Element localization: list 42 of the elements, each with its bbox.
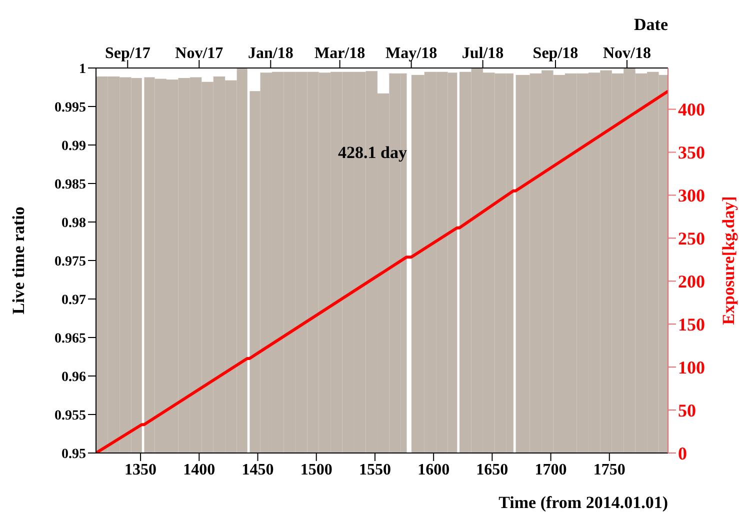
y2-tick-label: 400 xyxy=(678,100,705,120)
x-axis-title: Time (from 2014.01.01) xyxy=(498,493,668,512)
x2-tick-label: Nov/18 xyxy=(602,45,651,62)
x2-tick-label: May/18 xyxy=(386,45,438,62)
x-tick-label: 1500 xyxy=(300,461,332,478)
y2-tick-label: 350 xyxy=(678,142,705,163)
y-tick-label: 1 xyxy=(79,62,86,77)
x-tick-label: 1650 xyxy=(476,461,508,478)
y-axis-title: Live time ratio xyxy=(9,206,28,314)
y2-tick-label: 200 xyxy=(678,272,705,292)
annotation: 428.1 day xyxy=(338,143,407,163)
y-tick-label: 0.99 xyxy=(62,138,86,154)
y-tick-label: 0.975 xyxy=(54,254,86,270)
x2-tick-label: Nov/17 xyxy=(175,45,224,62)
y2-tick-label: 250 xyxy=(678,228,705,249)
x-tick-label: 1450 xyxy=(242,461,274,478)
x2-tick-label: Sep/17 xyxy=(104,45,150,62)
x-tick-label: 1700 xyxy=(534,461,567,478)
x2-axis-title: Date xyxy=(634,15,668,34)
x-tick-label: 1400 xyxy=(183,461,216,478)
x2-tick-label: Jan/18 xyxy=(248,45,294,62)
y2-axis-title: Exposure[kg.day] xyxy=(719,196,738,325)
x2-tick-label: Mar/18 xyxy=(314,45,366,62)
y2-tick-label: 0 xyxy=(678,443,687,464)
y2-tick-label: 100 xyxy=(678,357,705,378)
y-tick-label: 0.965 xyxy=(54,331,86,346)
y-tick-label: 0.98 xyxy=(62,216,86,231)
y2-tick-label: 150 xyxy=(678,314,705,334)
y-tick-label: 0.97 xyxy=(62,292,86,308)
x-tick-label: 1750 xyxy=(593,461,626,478)
y2-tick-label: 50 xyxy=(678,400,696,420)
x2-tick-label: Jul/18 xyxy=(462,45,504,62)
x-tick-label: 1350 xyxy=(124,461,157,478)
x-tick-label: 1550 xyxy=(358,461,391,478)
x2-tick-label: Sep/18 xyxy=(532,45,578,62)
y-tick-label: 0.96 xyxy=(62,370,86,385)
y-tick-label: 0.985 xyxy=(54,177,86,192)
x-tick-label: 1600 xyxy=(418,461,450,478)
y-tick-label: 0.95 xyxy=(62,446,86,462)
y2-tick-label: 300 xyxy=(678,186,705,206)
y-tick-label: 0.955 xyxy=(54,408,86,424)
y-tick-label: 0.995 xyxy=(54,100,86,116)
